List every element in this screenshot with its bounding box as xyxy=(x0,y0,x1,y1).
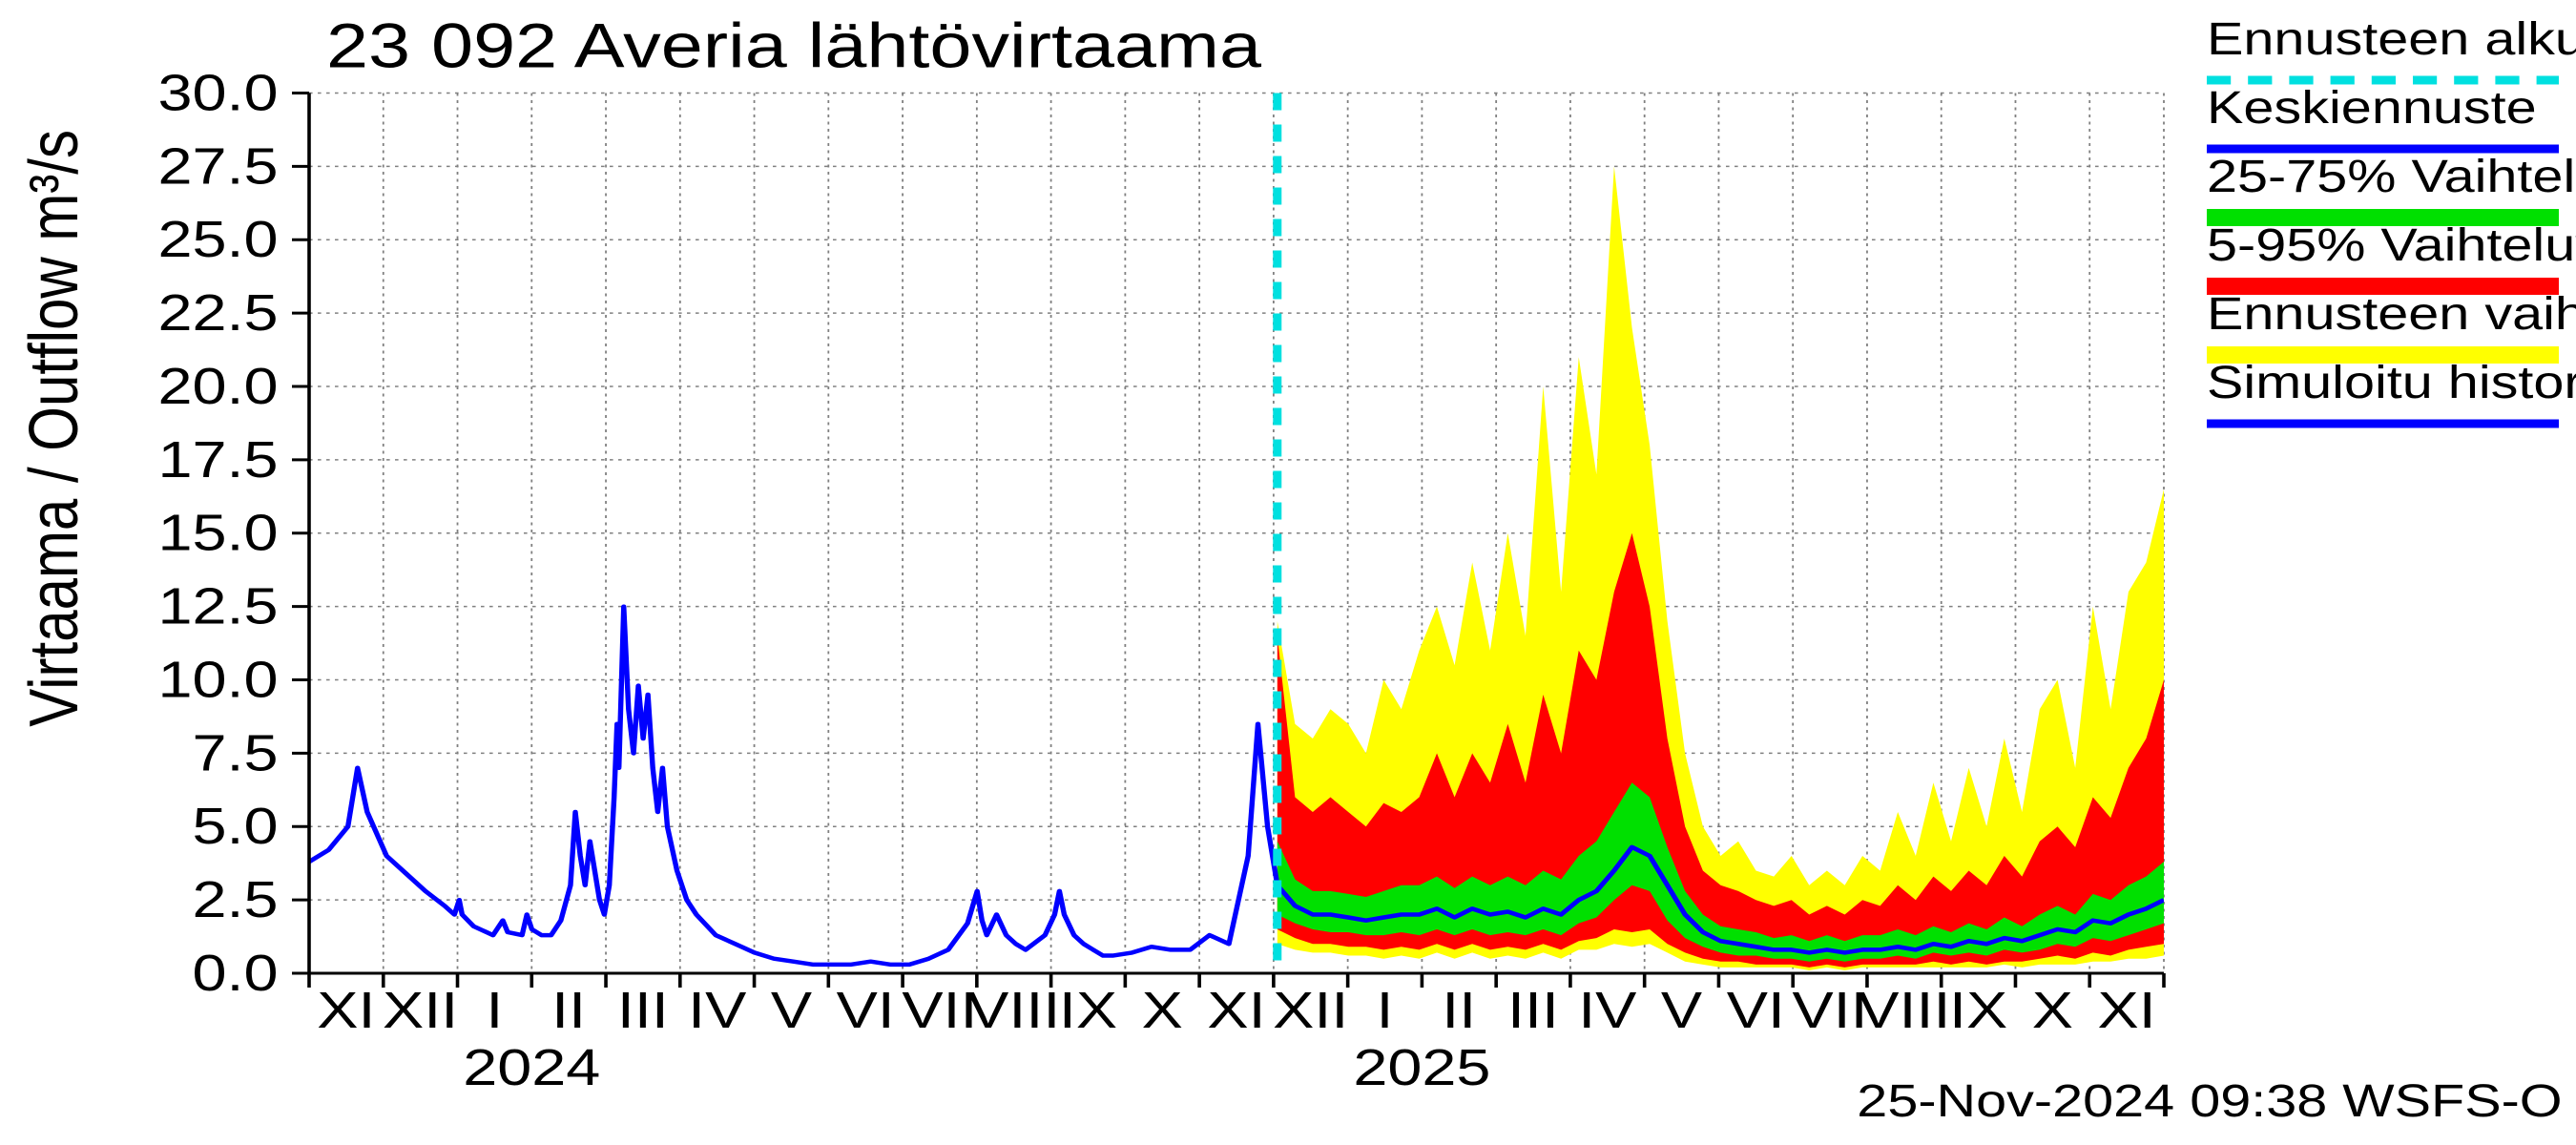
legend-label: Simuloitu historia xyxy=(2207,357,2576,407)
x-month-label: IX xyxy=(1949,981,2007,1039)
x-month-label: III xyxy=(617,981,669,1039)
y-tick-label: 27.5 xyxy=(158,136,279,195)
y-tick-label: 25.0 xyxy=(158,210,279,268)
legend-label: Keskiennuste xyxy=(2207,82,2537,133)
legend-label: 5-95% Vaihteluväli xyxy=(2207,219,2576,270)
chart-title: 23 092 Averia lähtövirtaama xyxy=(326,11,1262,81)
x-month-label: I xyxy=(1377,981,1394,1039)
y-axis-label: Virtaama / Outflow m³/s xyxy=(16,130,93,727)
x-month-label: VII xyxy=(902,981,977,1039)
x-year-label: 2025 xyxy=(1353,1038,1490,1096)
x-month-label: XII xyxy=(1273,981,1348,1039)
x-year-label: 2024 xyxy=(463,1038,600,1096)
x-month-label: II xyxy=(551,981,586,1039)
x-month-label: II xyxy=(1442,981,1476,1039)
y-tick-label: 5.0 xyxy=(193,797,279,855)
y-tick-label: 7.5 xyxy=(193,723,279,781)
legend-label: Ennusteen alku xyxy=(2207,13,2576,64)
y-tick-label: 2.5 xyxy=(193,870,279,928)
legend-label: 25-75% Vaihteluväli xyxy=(2207,151,2576,201)
x-month-label: I xyxy=(486,981,503,1039)
outflow-forecast-chart: 0.0 2.5 5.0 7.5 10.0 12.5 15.0 17.5 20.0 22.5 25.0… xyxy=(0,0,2576,1145)
x-month-label: XI xyxy=(317,981,375,1039)
y-tick-label: 30.0 xyxy=(158,64,279,122)
x-month-label: V xyxy=(1661,981,1702,1039)
x-month-label: X xyxy=(2032,981,2073,1039)
y-tick-label: 20.0 xyxy=(158,357,279,415)
x-month-label: XII xyxy=(383,981,458,1039)
x-month-label: IV xyxy=(1578,981,1636,1039)
x-month-label: XI xyxy=(1207,981,1265,1039)
x-month-label: VIII xyxy=(967,981,1060,1039)
x-month-label: V xyxy=(771,981,812,1039)
x-month-label: VII xyxy=(1792,981,1867,1039)
x-month-label: VI xyxy=(1727,981,1785,1039)
y-tick-label: 0.0 xyxy=(193,944,279,1002)
x-month-label: VI xyxy=(837,981,895,1039)
y-tick-label: 17.5 xyxy=(158,430,279,489)
y-tick-label: 22.5 xyxy=(158,283,279,342)
x-month-label: III xyxy=(1507,981,1559,1039)
y-tick-label: 12.5 xyxy=(158,577,279,635)
chart-footer: 25-Nov-2024 09:38 WSFS-O xyxy=(1857,1075,2562,1126)
x-month-label: IV xyxy=(688,981,746,1039)
x-month-label: XI xyxy=(2098,981,2156,1039)
x-month-label: X xyxy=(1142,981,1183,1039)
y-tick-label: 15.0 xyxy=(158,504,279,562)
legend-label: Ennusteen vaihteluväli xyxy=(2207,288,2576,339)
y-tick-label: 10.0 xyxy=(158,651,279,709)
x-month-label: IX xyxy=(1059,981,1117,1039)
x-month-label: VIII xyxy=(1858,981,1950,1039)
